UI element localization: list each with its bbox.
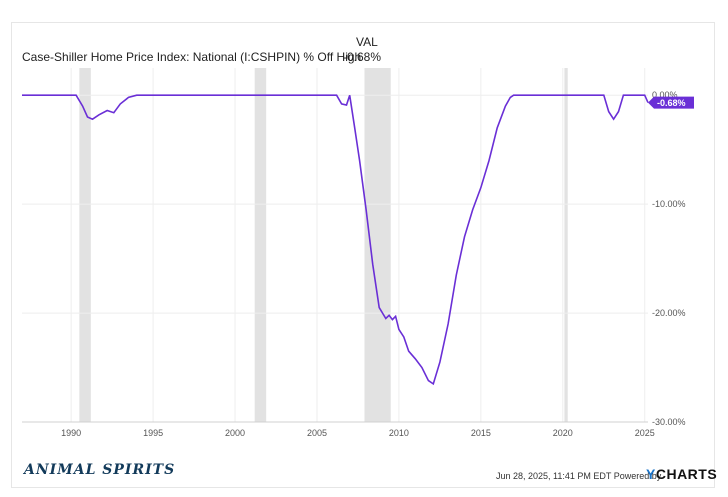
recession-band [364, 68, 391, 422]
x-tick-label: 2015 [471, 428, 491, 438]
x-tick-label: 2020 [553, 428, 573, 438]
recession-band [564, 68, 568, 422]
recession-band [254, 68, 267, 422]
x-tick-label: 2010 [389, 428, 409, 438]
ycharts-logo-y: Y [646, 466, 656, 482]
x-tick-label: 2025 [635, 428, 655, 438]
legend-series-value: -0.68% [343, 50, 382, 64]
legend-column-header: VAL [356, 35, 378, 49]
ycharts-logo[interactable]: YCHARTS [646, 466, 717, 482]
y-tick-label: -30.00% [652, 417, 686, 427]
ycharts-logo-text: CHARTS [655, 466, 718, 482]
x-tick-label: 1990 [61, 428, 81, 438]
x-tick-label: 1995 [143, 428, 163, 438]
legend-series-name[interactable]: Case-Shiller Home Price Index: National … [22, 50, 362, 64]
footer-timestamp: Jun 28, 2025, 11:41 PM EDT Powered by [496, 471, 662, 481]
latest-value-label: -0.68% [657, 98, 686, 108]
x-tick-label: 2005 [307, 428, 327, 438]
latest-value-badge: -0.68% [648, 96, 694, 109]
y-tick-label: -10.00% [652, 199, 686, 209]
x-tick-label: 2000 [225, 428, 245, 438]
recession-band [79, 68, 91, 422]
animal-spirits-logo: ANIMAL SPIRITS [24, 462, 176, 478]
chart-frame [11, 22, 715, 488]
y-tick-label: 0.00% [652, 90, 678, 100]
y-tick-label: -20.00% [652, 308, 686, 318]
series-line [22, 94, 649, 386]
